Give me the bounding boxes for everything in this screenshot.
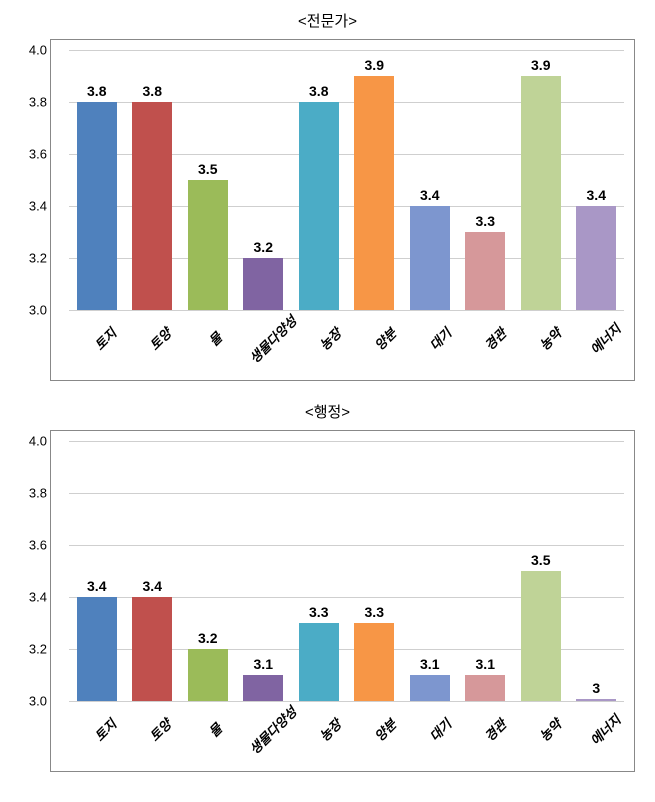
y-tick-label: 4.0 [13, 43, 47, 58]
gridline [69, 310, 624, 311]
chart-box: 4.03.83.63.43.23.03.43.43.23.13.33.33.13… [50, 430, 635, 772]
bar [243, 258, 283, 310]
chart-title: <전문가> [10, 10, 645, 31]
y-tick-label: 3.2 [13, 251, 47, 266]
bar [299, 102, 339, 310]
x-axis: 토지토양물생물다양성농장양분대기경관농약에너지 [69, 314, 624, 372]
bar [354, 623, 394, 701]
bar-value-label: 3.9 [365, 57, 384, 73]
bar-value-label: 3.4 [143, 578, 162, 594]
bar-column: 3.3 [458, 213, 514, 310]
x-axis: 토지토양물생물다양성농장양분대기경관농약에너지 [69, 705, 624, 763]
x-tick-label: 에너지 [579, 312, 655, 392]
bar-column: 3.9 [347, 57, 403, 310]
y-tick-label: 3.6 [13, 538, 47, 553]
bar-value-label: 3.2 [254, 239, 273, 255]
bar-value-label: 3.1 [420, 656, 439, 672]
y-tick-label: 3.4 [13, 199, 47, 214]
chart-box: 4.03.83.63.43.23.03.83.83.53.23.83.93.43… [50, 39, 635, 381]
bar-value-label: 3 [592, 680, 600, 696]
y-tick-label: 3.6 [13, 147, 47, 162]
bars-container: 3.4 3.4 3.2 3.1 3.3 3.3 3.1 3.1 3.5 3 [69, 441, 624, 701]
y-tick-label: 3.4 [13, 590, 47, 605]
y-tick-label: 3.0 [13, 694, 47, 709]
bar-value-label: 3.1 [476, 656, 495, 672]
bar [77, 597, 117, 701]
plot-area: 3.4 3.4 3.2 3.1 3.3 3.3 3.1 3.1 3.5 3 [69, 441, 624, 701]
bar-value-label: 3.5 [531, 552, 550, 568]
bar-value-label: 3.5 [198, 161, 217, 177]
bar-value-label: 3.3 [365, 604, 384, 620]
bar-column: 3.4 [69, 578, 125, 701]
bar-value-label: 3.4 [87, 578, 106, 594]
bar-value-label: 3.3 [476, 213, 495, 229]
bar [188, 180, 228, 310]
bar [521, 76, 561, 310]
chart-title: <행정> [10, 401, 645, 422]
bar [77, 102, 117, 310]
bar-column: 3.1 [458, 656, 514, 701]
bar-column: 3.3 [291, 604, 347, 701]
bar-value-label: 3.8 [309, 83, 328, 99]
y-tick-label: 3.2 [13, 642, 47, 657]
gridline [69, 701, 624, 702]
bar [132, 597, 172, 701]
bar-column: 3.9 [513, 57, 569, 310]
bar [465, 232, 505, 310]
bar-column: 3.4 [569, 187, 625, 310]
bar-value-label: 3.3 [309, 604, 328, 620]
bar-column: 3 [569, 680, 625, 701]
bar-column: 3.3 [347, 604, 403, 701]
bar [299, 623, 339, 701]
bar-column: 3.8 [125, 83, 181, 310]
bar [465, 675, 505, 701]
plot-area: 3.8 3.8 3.5 3.2 3.8 3.9 3.4 3.3 3.9 3.4 [69, 50, 624, 310]
bar-column: 3.5 [180, 161, 236, 310]
bar-value-label: 3.4 [587, 187, 606, 203]
bar-value-label: 3.9 [531, 57, 550, 73]
y-axis: 4.03.83.63.43.23.0 [13, 50, 47, 320]
bar [243, 675, 283, 701]
chart-0: <전문가>4.03.83.63.43.23.03.83.83.53.23.83.… [10, 10, 645, 381]
bar [410, 675, 450, 701]
x-tick-label: 에너지 [579, 703, 655, 783]
y-tick-label: 3.8 [13, 486, 47, 501]
bar [132, 102, 172, 310]
bar-value-label: 3.8 [87, 83, 106, 99]
bars-container: 3.8 3.8 3.5 3.2 3.8 3.9 3.4 3.3 3.9 3.4 [69, 50, 624, 310]
bar [576, 699, 616, 701]
bar-column: 3.1 [236, 656, 292, 701]
bar-column: 3.2 [180, 630, 236, 701]
bar [521, 571, 561, 701]
bar-column: 3.8 [69, 83, 125, 310]
bar [354, 76, 394, 310]
bar-value-label: 3.1 [254, 656, 273, 672]
bar-value-label: 3.2 [198, 630, 217, 646]
bar-column: 3.5 [513, 552, 569, 701]
bar-value-label: 3.8 [143, 83, 162, 99]
y-axis: 4.03.83.63.43.23.0 [13, 441, 47, 711]
y-tick-label: 3.8 [13, 95, 47, 110]
y-tick-label: 3.0 [13, 303, 47, 318]
bar-column: 3.8 [291, 83, 347, 310]
bar-value-label: 3.4 [420, 187, 439, 203]
bar-column: 3.4 [402, 187, 458, 310]
bar [576, 206, 616, 310]
bar-column: 3.4 [125, 578, 181, 701]
bar [410, 206, 450, 310]
bar-column: 3.1 [402, 656, 458, 701]
chart-1: <행정> 4.0 3.8 3.6 3.4 3.2 3.0 3.4 3.4 3.2 3.1 3.3 3.3… [10, 401, 645, 772]
bar-column: 3.2 [236, 239, 292, 310]
bar [188, 649, 228, 701]
y-tick-label: 4.0 [13, 434, 47, 449]
